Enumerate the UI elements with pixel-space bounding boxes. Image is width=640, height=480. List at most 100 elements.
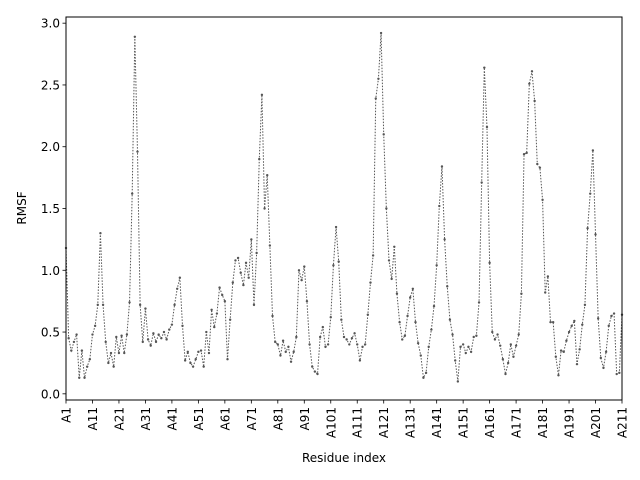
data-point (189, 361, 192, 365)
data-point (602, 366, 605, 370)
data-point (173, 303, 176, 307)
y-axis: 0.0 0.5 1.0 1.5 2.0 2.5 3.0 (41, 17, 66, 401)
data-point (416, 341, 420, 345)
data-point (562, 350, 565, 354)
x-tick-label: A51 (192, 407, 206, 430)
data-point (228, 318, 232, 321)
x-tick-label: A31 (139, 407, 153, 430)
data-point (176, 287, 179, 291)
data-point (403, 334, 407, 337)
data-point (324, 345, 327, 349)
data-point (123, 351, 126, 355)
data-point (93, 324, 97, 328)
data-point (379, 31, 383, 35)
x-tick-label: A131 (404, 407, 418, 438)
data-point (104, 340, 107, 344)
data-point (382, 133, 385, 136)
data-point (96, 303, 99, 307)
data-point (509, 343, 512, 346)
y-tick-label: 1.5 (41, 202, 60, 216)
data-point (334, 225, 338, 229)
data-point (157, 333, 160, 336)
data-point (266, 173, 269, 177)
data-point (226, 358, 229, 361)
x-tick-label: A151 (457, 407, 471, 438)
data-point (152, 332, 155, 335)
data-point (363, 343, 367, 346)
data-point (485, 125, 489, 129)
data-point (244, 261, 248, 265)
data-point (138, 303, 142, 307)
data-point (186, 350, 189, 354)
data-point (255, 251, 258, 255)
x-axis-label: Residue index (302, 451, 386, 465)
data-point (279, 354, 282, 357)
data-point (361, 345, 364, 349)
data-point (250, 238, 253, 241)
data-point (578, 348, 581, 351)
data-point (160, 337, 163, 340)
data-point (271, 314, 274, 318)
data-point (517, 333, 520, 336)
data-point (451, 333, 454, 336)
data-point (340, 318, 343, 321)
data-point (191, 365, 195, 368)
data-point (141, 340, 144, 344)
data-point (506, 361, 510, 365)
y-tick-label: 0.0 (41, 387, 60, 401)
data-point (419, 354, 422, 357)
data-point (75, 333, 78, 336)
data-point (607, 324, 610, 328)
data-point (377, 77, 380, 80)
data-point (374, 97, 377, 100)
data-point (615, 372, 618, 376)
data-point (342, 335, 346, 339)
data-point (358, 359, 362, 362)
x-tick-label: A21 (112, 407, 126, 430)
plot-area (64, 31, 624, 383)
data-point (284, 350, 287, 354)
data-point (567, 330, 571, 334)
x-tick-label: A201 (589, 407, 603, 438)
data-point (612, 312, 616, 315)
data-point (432, 304, 436, 308)
data-point (480, 181, 483, 184)
data-point (70, 349, 73, 352)
data-point (115, 335, 118, 339)
data-point (356, 343, 359, 346)
data-point (345, 338, 348, 341)
data-point (318, 335, 322, 339)
data-point (313, 370, 317, 373)
data-point (501, 358, 505, 361)
data-point (136, 150, 139, 153)
data-point (554, 355, 558, 358)
data-point (393, 245, 396, 248)
data-point (83, 376, 86, 379)
data-point (387, 259, 391, 262)
data-point (408, 296, 412, 299)
data-point (207, 351, 211, 355)
data-point (544, 291, 547, 294)
y-axis-label: RMSF (15, 191, 29, 224)
data-point (546, 275, 550, 278)
data-point (472, 335, 475, 339)
data-point (99, 232, 102, 235)
axes-frame (65, 16, 623, 401)
data-point (178, 276, 182, 279)
data-point (496, 333, 499, 336)
data-point (107, 361, 110, 365)
data-point (589, 192, 592, 195)
data-point (258, 157, 261, 161)
data-point (311, 365, 314, 368)
data-point (459, 345, 462, 349)
data-point (199, 349, 203, 352)
data-point (583, 303, 587, 307)
data-point (475, 334, 478, 337)
data-point (215, 312, 219, 315)
data-point (549, 320, 552, 324)
data-point (112, 365, 115, 368)
data-point (300, 278, 303, 282)
data-point (236, 256, 240, 260)
data-point (551, 320, 555, 324)
